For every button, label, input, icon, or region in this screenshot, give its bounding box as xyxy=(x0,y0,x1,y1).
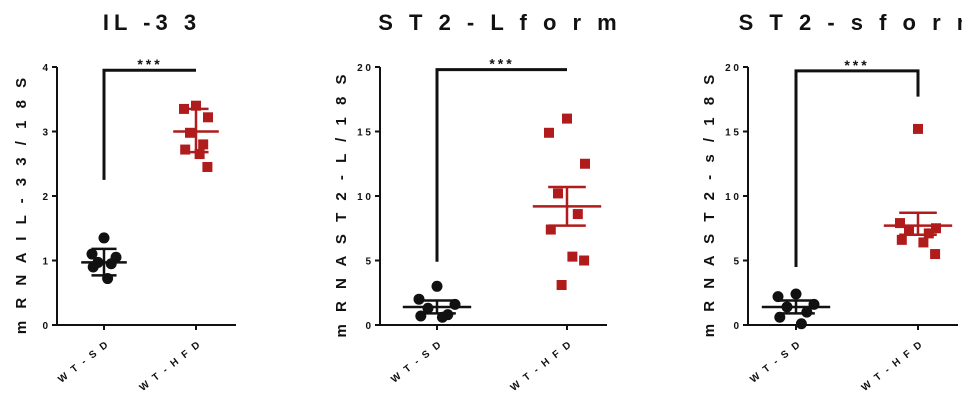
data-point xyxy=(180,144,191,155)
y-tick-label: 0 xyxy=(733,321,739,332)
y-tick-label: 0 xyxy=(365,321,371,332)
data-point xyxy=(544,127,554,138)
data-point xyxy=(572,209,583,220)
significance-label: *** xyxy=(137,56,162,72)
data-point xyxy=(86,248,98,260)
x-tick-label: W T - H F D xyxy=(860,339,926,394)
y-axis-label: m R N A I L - 3 3 / 1 8 S xyxy=(13,74,30,334)
data-point xyxy=(553,188,563,199)
data-point xyxy=(896,234,907,245)
chart-title: IL -3 3 xyxy=(103,10,201,35)
y-axis-label: m R N A S T 2 - L / 1 8 S xyxy=(333,71,350,338)
y-tick-label: 2 0 xyxy=(357,63,371,74)
data-point xyxy=(431,280,443,292)
data-point xyxy=(203,112,213,123)
y-tick-label: 3 xyxy=(42,128,48,139)
y-tick-label: 5 xyxy=(365,257,371,268)
data-point xyxy=(98,232,110,244)
y-tick-label: 2 0 xyxy=(725,63,739,74)
data-point xyxy=(801,306,813,318)
data-point xyxy=(562,113,572,124)
data-point xyxy=(194,149,205,160)
x-tick-label: W T - H F D xyxy=(509,339,575,394)
y-tick-label: 0 xyxy=(42,321,48,332)
chart-title: S T 2 - L f o r m xyxy=(378,10,622,35)
y-tick-label: 5 xyxy=(733,257,739,268)
data-point xyxy=(545,224,556,235)
data-point xyxy=(790,288,802,300)
chart-panel-1: IL -3 3 m R N A I L - 3 3 / 1 8 S 0 1 2 3 4 W T… xyxy=(13,10,236,394)
chart-panel-3: S T 2 - s f o r m m R N A S T 2 - s / 1 8… xyxy=(701,10,962,394)
y-tick-label: 1 0 xyxy=(357,192,371,203)
data-point xyxy=(931,223,941,234)
chart-title: S T 2 - s f o r m xyxy=(739,10,962,35)
data-point xyxy=(579,255,590,266)
y-tick-label: 4 xyxy=(42,63,48,74)
x-tick-label: W T - S D xyxy=(748,339,804,386)
x-tick-label: W T - S D xyxy=(389,339,445,386)
significance-bracket xyxy=(102,68,196,180)
data-point xyxy=(795,318,807,330)
data-point xyxy=(580,158,590,169)
data-point xyxy=(556,280,567,291)
data-point xyxy=(202,161,213,172)
data-point xyxy=(918,237,929,248)
chart-panel-2: S T 2 - L f o r m m R N A S T 2 - L / 1 8… xyxy=(333,10,622,394)
y-tick-label: 1 5 xyxy=(357,128,371,139)
data-point xyxy=(185,127,195,138)
y-tick-label: 1 xyxy=(42,257,48,268)
data-point xyxy=(895,218,905,229)
y-tick-label: 2 xyxy=(42,192,48,203)
significance-label: *** xyxy=(844,57,869,73)
significance-bracket xyxy=(794,69,920,267)
data-point xyxy=(413,293,425,305)
data-point xyxy=(930,249,941,260)
data-point xyxy=(415,310,427,322)
x-tick-label: W T - H F D xyxy=(138,339,204,394)
x-tick-label: W T - S D xyxy=(56,339,112,386)
data-point xyxy=(198,139,209,150)
data-point xyxy=(904,225,914,236)
y-tick-label: 1 0 xyxy=(725,192,739,203)
data-point xyxy=(422,302,434,314)
y-axis-label: m R N A S T 2 - s / 1 8 S xyxy=(701,71,718,337)
data-point xyxy=(567,251,578,262)
y-tick-label: 1 5 xyxy=(725,128,739,139)
data-point xyxy=(923,228,934,239)
significance-label: *** xyxy=(489,56,514,72)
data-point xyxy=(87,261,99,273)
data-point xyxy=(191,100,201,111)
data-point xyxy=(913,123,923,134)
significance-bracket xyxy=(435,68,567,262)
data-point xyxy=(105,258,117,270)
